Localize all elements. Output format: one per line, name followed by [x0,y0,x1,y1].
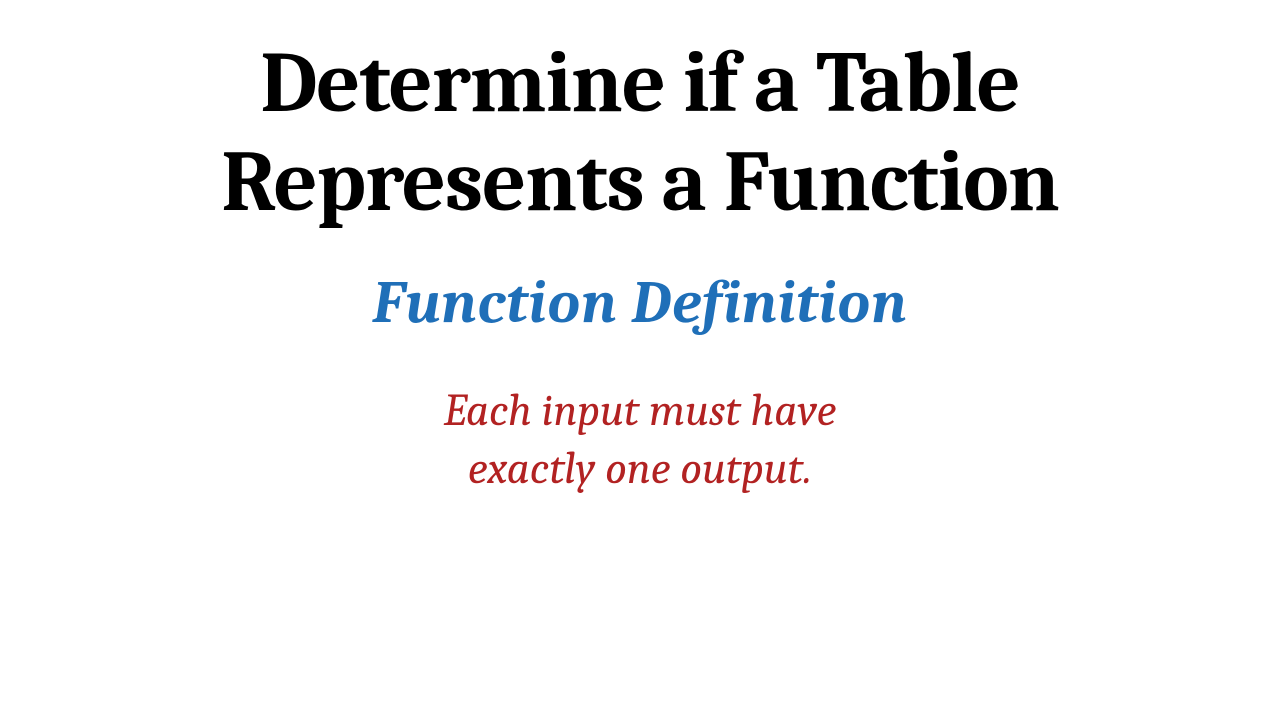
title-line-2: Represents a Function [221,134,1059,233]
subtitle: Function Definition [373,268,908,337]
body-line-1: Each input must have [444,382,837,441]
main-title: Determine if a Table Represents a Functi… [221,35,1059,233]
title-line-1: Determine if a Table [221,35,1059,134]
body-text: Each input must have exactly one output. [444,382,837,499]
body-line-2: exactly one output. [444,440,837,499]
